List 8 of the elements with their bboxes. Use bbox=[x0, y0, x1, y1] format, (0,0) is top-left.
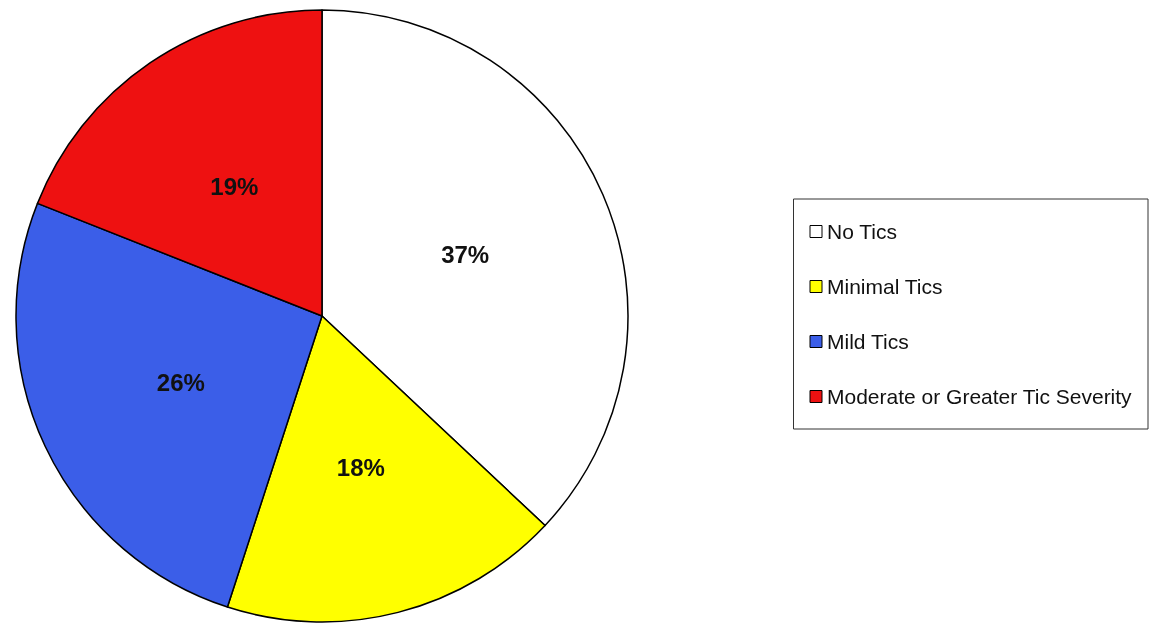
legend-label: Minimal Tics bbox=[827, 275, 943, 298]
legend-label: Mild Tics bbox=[827, 330, 909, 353]
data-label: 26% bbox=[156, 368, 205, 396]
data-label: 37% bbox=[441, 240, 490, 268]
legend-label: Moderate or Greater Tic Severity bbox=[827, 385, 1133, 408]
data-label: 18% bbox=[336, 453, 385, 481]
data-label: 19% bbox=[210, 173, 259, 201]
legend-label: No Tics bbox=[827, 220, 898, 243]
